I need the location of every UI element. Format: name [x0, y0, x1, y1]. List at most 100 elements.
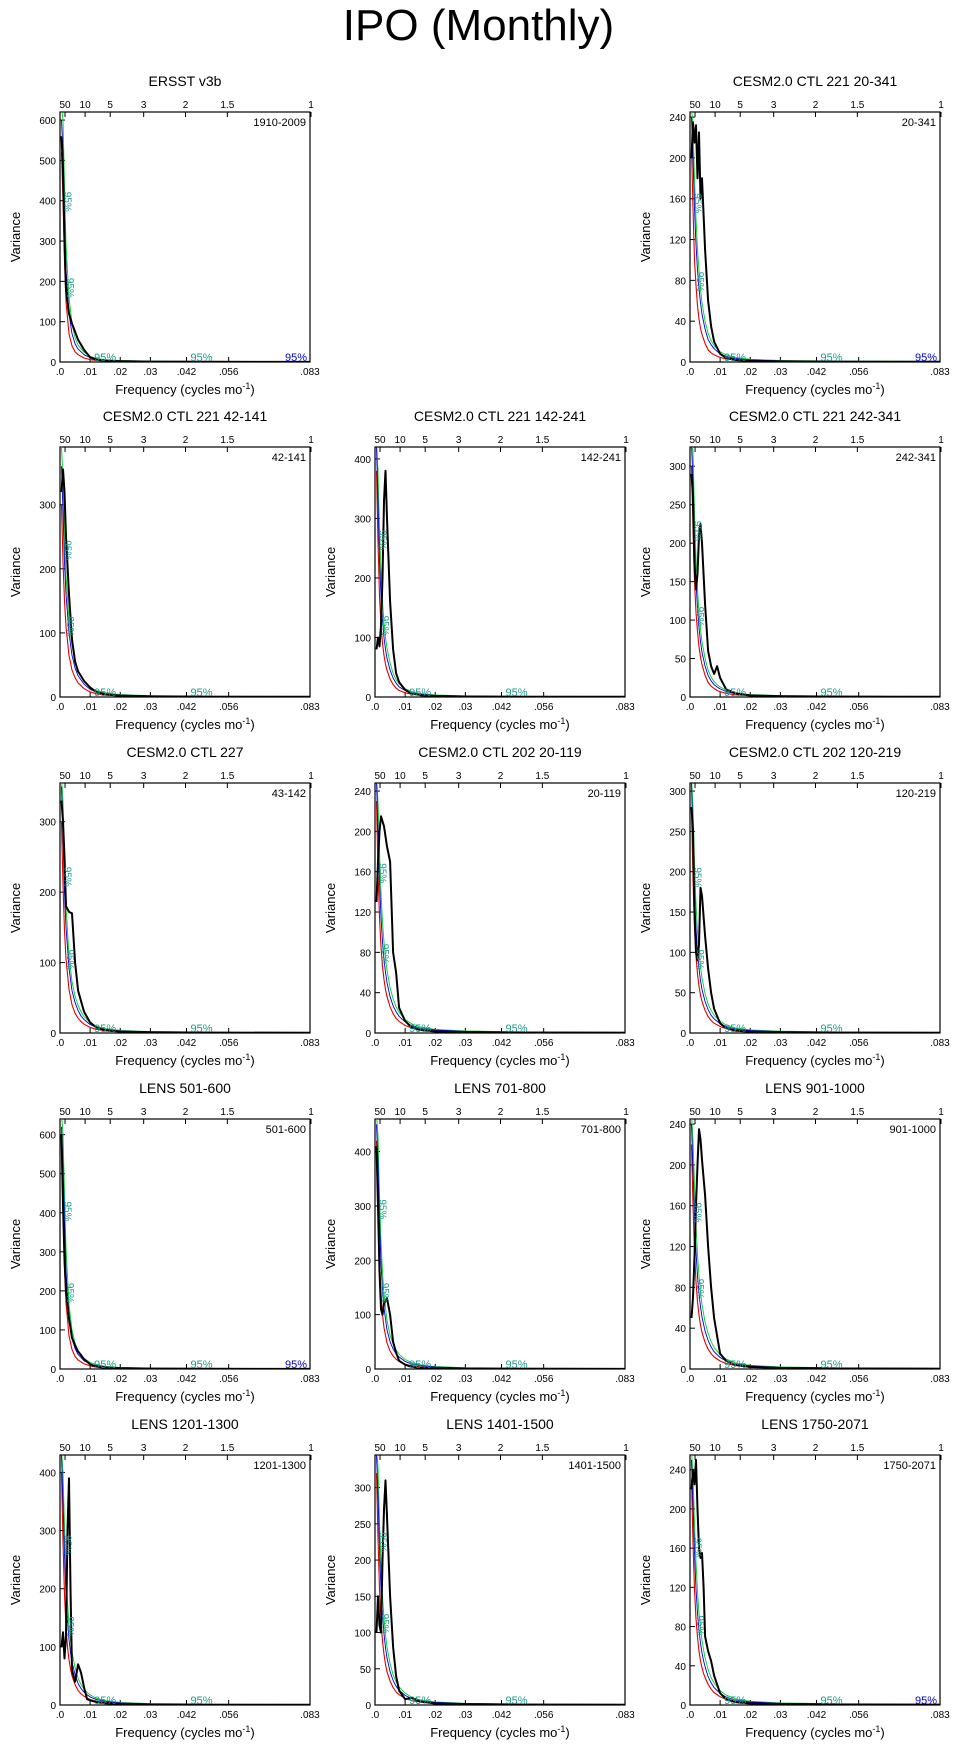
series-line-sig-99	[61, 783, 310, 1033]
y-tick-label: 500	[39, 1170, 56, 1181]
y-tick-label: 200	[669, 539, 686, 550]
y-tick-label: 0	[50, 1701, 56, 1712]
x-tick-label: .042	[492, 1374, 512, 1385]
x-tick-label: .03	[458, 1710, 472, 1721]
plot-frame	[689, 1118, 941, 1370]
top-tick-label: 10	[710, 100, 722, 111]
sig-label: 95%	[724, 1695, 746, 1707]
y-tick-label: 160	[669, 1202, 686, 1213]
series-line-spectrum	[375, 815, 625, 1033]
x-axis-label-close: )	[880, 382, 884, 397]
top-tick-label: 2	[183, 100, 189, 111]
x-tick-label: .0	[686, 1038, 695, 1049]
x-tick-label: .02	[428, 1374, 442, 1385]
chart-panel-1: ERSST v3b 1910-2009 .0 .01 .02 .03 .042 .056 .08…	[8, 73, 320, 397]
y-tick-label: 160	[669, 1544, 686, 1555]
series-line-sig-99	[376, 1455, 625, 1705]
y-tick-label: 400	[39, 1468, 56, 1479]
x-tick-label: .042	[807, 1374, 827, 1385]
top-tick-label: 10	[395, 435, 407, 446]
sig-label-right: 95%	[915, 352, 937, 364]
series-group: 95% 95% 95% 95%	[60, 783, 310, 1035]
x-tick-label: .02	[743, 367, 757, 378]
x-tick-label: .02	[428, 1710, 442, 1721]
chart-panel-11: LENS 701-800 701-800 .0 .01 .02 .03 .042 .056 .0…	[323, 1080, 635, 1404]
x-tick-label: .03	[458, 1038, 472, 1049]
top-tick-label: 5	[107, 435, 113, 446]
top-tick-label: 1.5	[850, 100, 864, 111]
sig-label: 95%	[821, 687, 843, 699]
top-tick-label: 1.5	[535, 1443, 549, 1454]
y-tick-label: 120	[669, 1243, 686, 1254]
y-tick-label: 100	[354, 1311, 371, 1322]
x-tick-label: .042	[492, 702, 512, 713]
series-line-sig-95	[61, 1126, 310, 1369]
top-tick-label: 5	[737, 771, 743, 782]
series-line-sig-99	[376, 783, 625, 1033]
top-tick-label: 2	[183, 1443, 189, 1454]
series-line-spectrum	[375, 1146, 625, 1369]
y-tick-label: 160	[354, 868, 371, 879]
x-axis-label-close: )	[565, 717, 569, 732]
x-tick-label: .0	[686, 367, 695, 378]
y-tick-label: 0	[365, 693, 371, 704]
top-tick-label: 1.5	[220, 435, 234, 446]
top-tick-label: 50	[689, 435, 701, 446]
series-line-sig-95	[61, 786, 310, 1033]
top-tick-label: 2	[183, 435, 189, 446]
sig-label-vertical: 95%	[61, 1535, 72, 1555]
sig-label-vertical: 95%	[64, 1616, 75, 1636]
y-tick-label: 240	[669, 113, 686, 124]
top-tick-label: 10	[710, 771, 722, 782]
x-tick-label: .01	[83, 702, 97, 713]
series-line-sig-95	[376, 447, 625, 697]
x-tick-label: .02	[428, 702, 442, 713]
sig-label-vertical: 95%	[379, 1283, 390, 1303]
top-tick-label: 1.5	[535, 1107, 549, 1118]
x-axis-label: Frequency (cycles mo-1)	[745, 1388, 885, 1404]
x-tick-label: .083	[615, 1374, 635, 1385]
series-line-sig-99	[691, 447, 940, 697]
sig-label-vertical: 95%	[64, 616, 75, 636]
y-tick-label: 160	[669, 195, 686, 206]
y-tick-label: 600	[39, 1131, 56, 1142]
y-tick-label: 0	[680, 1365, 686, 1376]
x-tick-label: .02	[743, 1374, 757, 1385]
chart-panel-14: LENS 1401-1500 1401-1500 .0 .01 .02 .03 .042 .0…	[323, 1416, 635, 1740]
y-tick-label: 200	[669, 868, 686, 879]
sig-label-vertical: 95%	[61, 192, 72, 212]
top-tick-label: 1	[308, 435, 314, 446]
y-tick-label: 120	[669, 236, 686, 247]
x-tick-label: .03	[458, 702, 472, 713]
x-axis-label: Frequency (cycles mo-1)	[115, 381, 255, 397]
sig-label: 95%	[191, 1023, 213, 1035]
sig-label: 95%	[724, 1023, 746, 1035]
series-group: 95% 95% 95% 95%	[60, 1455, 310, 1705]
y-axis-label: Variance	[8, 1555, 23, 1605]
series-line-red-noise	[690, 1144, 940, 1369]
chart-panel-9: CESM2.0 CTL 202 120-219 120-219 .0 .01 .02 .0…	[638, 744, 950, 1068]
sig-label: 95%	[506, 687, 528, 699]
chart-panel-10: LENS 501-600 501-600 .0 .01 .02 .03 .042 .056 .0…	[8, 1080, 320, 1404]
x-tick-label: .0	[56, 1374, 65, 1385]
y-tick-label: 80	[675, 276, 687, 287]
x-axis-label: Frequency (cycles mo-1)	[430, 1388, 570, 1404]
panel-title: LENS 1201-1300	[131, 1416, 239, 1432]
x-tick-label: .0	[686, 1374, 695, 1385]
x-tick-label: .083	[300, 1038, 320, 1049]
top-tick-label: 5	[737, 1443, 743, 1454]
series-line-sig-99	[691, 1119, 940, 1369]
panel-title: CESM2.0 CTL 221 142-241	[414, 408, 586, 424]
y-axis-label: Variance	[323, 1555, 338, 1605]
panel-title: CESM2.0 CTL 221 42-141	[103, 408, 268, 424]
figure-title: IPO (Monthly)	[342, 1, 615, 50]
series-line-sig-95	[691, 1124, 940, 1369]
series-line-red-noise	[60, 1472, 310, 1705]
x-axis-label-close: )	[880, 717, 884, 732]
y-tick-label: 100	[39, 629, 56, 640]
x-tick-label: .056	[219, 702, 239, 713]
top-tick-label: 1	[938, 1443, 944, 1454]
top-tick-label: 5	[737, 100, 743, 111]
panel-title: CESM2.0 CTL 202 120-219	[729, 744, 901, 760]
top-tick-label: 1	[938, 100, 944, 111]
